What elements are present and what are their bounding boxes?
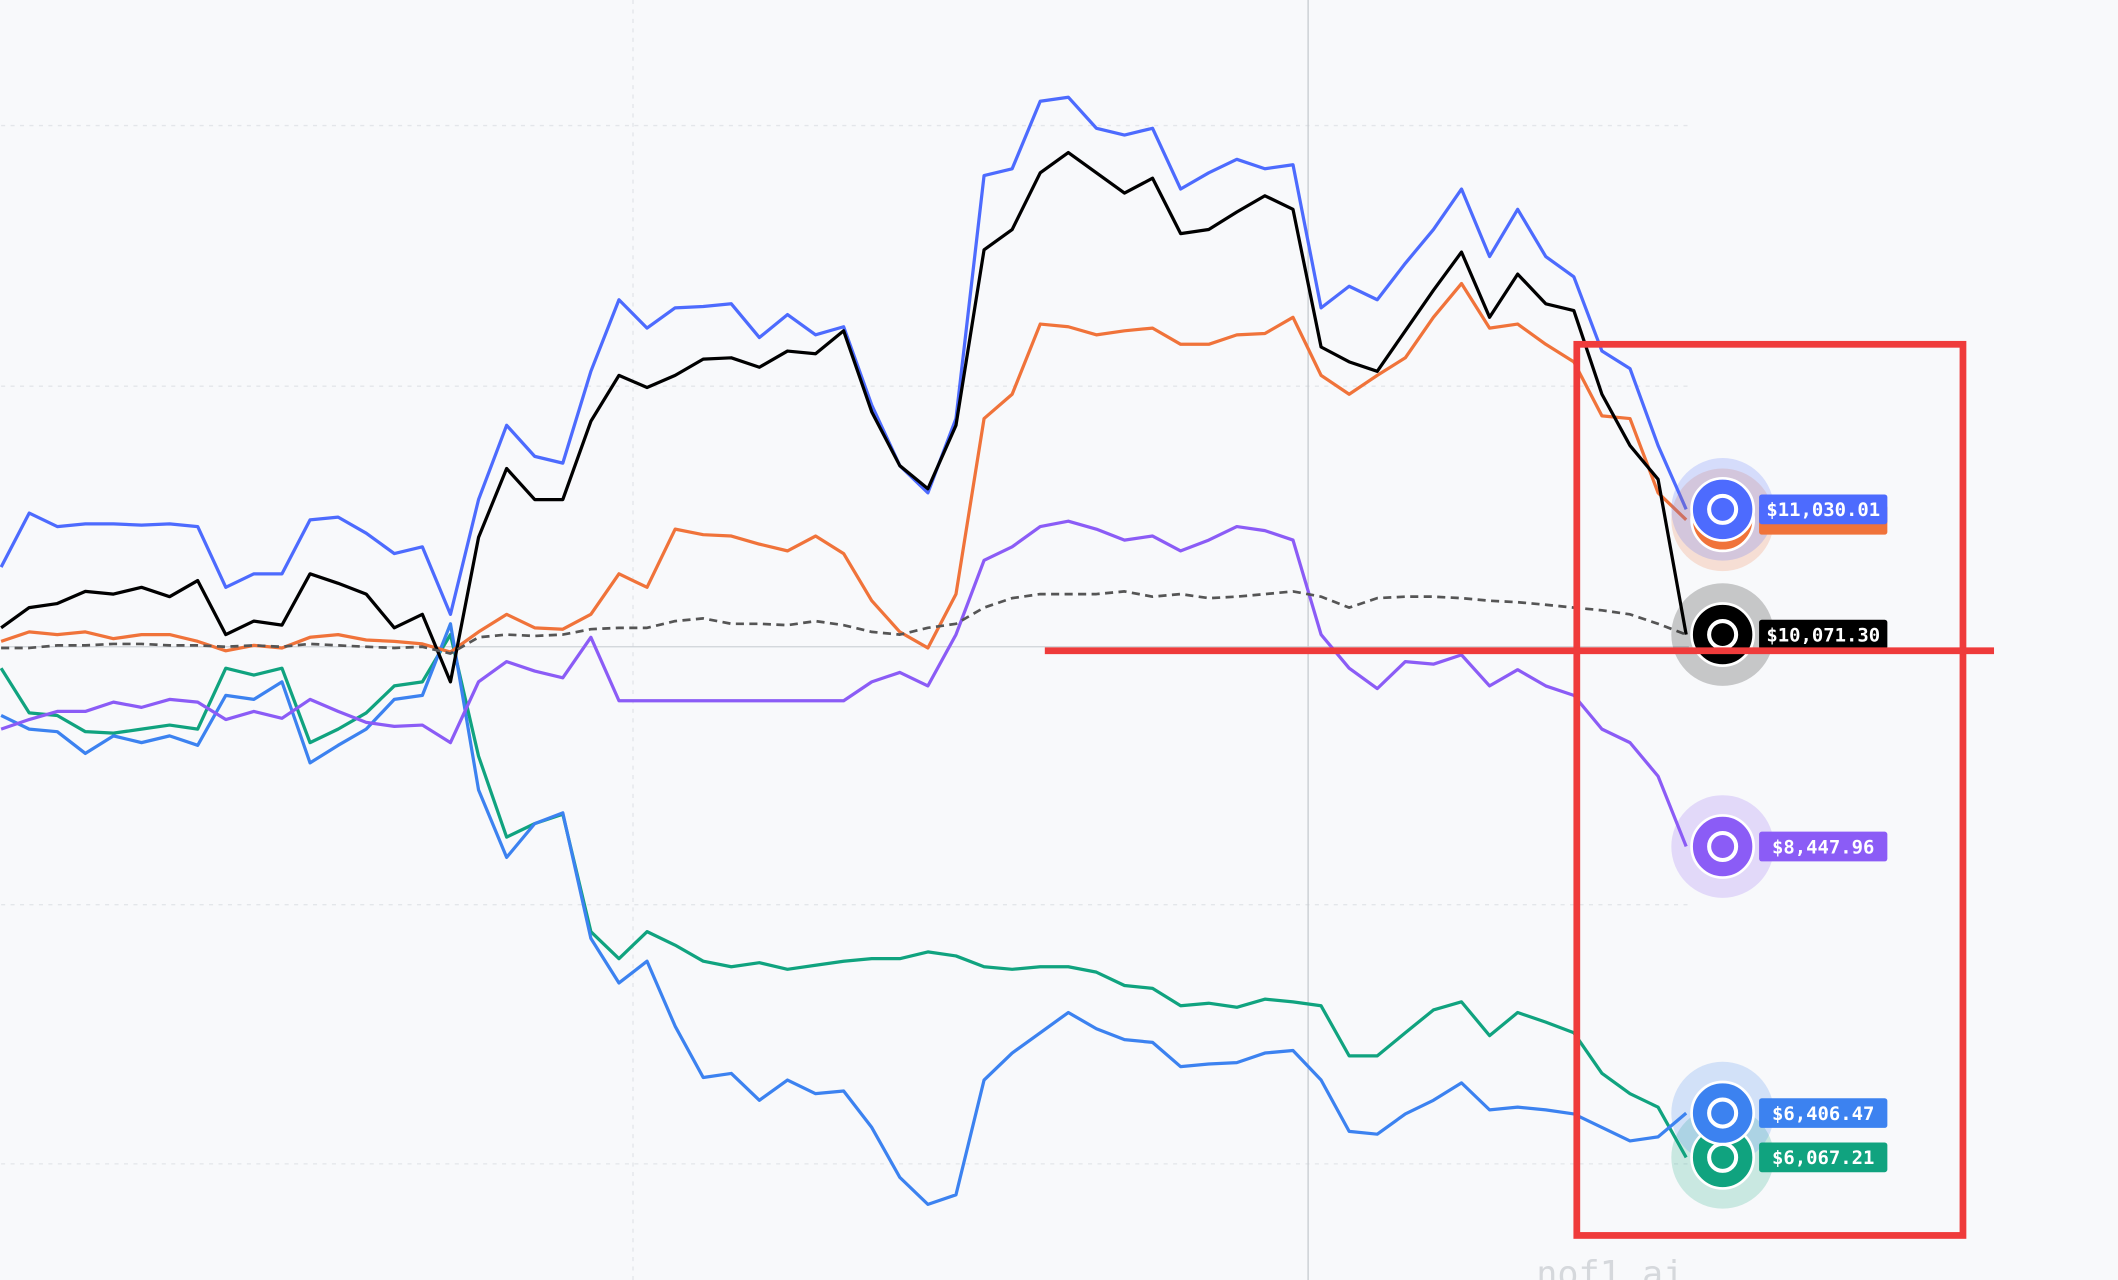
end-label-box xyxy=(1759,831,1888,862)
end-label: $10,071.30 xyxy=(1766,624,1880,646)
series-line xyxy=(0,622,1688,1207)
end-label-box xyxy=(1759,494,1888,525)
plot: $6,067.21 $6,406.47 $8,447.96 $11,030.01 $10… xyxy=(0,95,1888,1209)
model-icon-inner xyxy=(1707,830,1739,863)
end-markers: $6,067.21 $6,406.47 $8,447.96 $11,030.01 $10… xyxy=(1671,458,1888,1209)
end-label-box xyxy=(1759,1098,1888,1128)
end-label-box xyxy=(1759,1142,1888,1173)
end-label-box xyxy=(1759,619,1888,650)
model-icon xyxy=(1690,476,1756,542)
end-label: $8,447.96 xyxy=(1772,836,1874,858)
series-line xyxy=(0,519,1688,848)
series-line xyxy=(0,281,1688,654)
model-icon xyxy=(1690,602,1756,667)
series-line xyxy=(1,590,1687,655)
series-line xyxy=(0,632,1688,1159)
annotation-box xyxy=(1573,340,1967,1239)
end-label: $6,406.47 xyxy=(1772,1103,1874,1125)
model-icon-inner xyxy=(1707,493,1739,525)
end-label: $6,067.21 xyxy=(1772,1147,1874,1169)
grid xyxy=(1,0,1689,1280)
watermark: nof1.ai xyxy=(1536,1253,1684,1280)
series-line xyxy=(0,150,1688,684)
end-label: $11,030.01 xyxy=(1766,499,1880,521)
model-icon-inner xyxy=(1707,1097,1739,1129)
model-icon xyxy=(1690,814,1756,879)
model-icon xyxy=(1690,1080,1756,1146)
series-line xyxy=(0,95,1688,616)
